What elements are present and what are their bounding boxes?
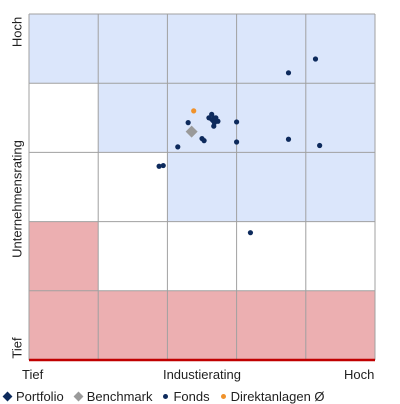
grid-lines: [28, 13, 376, 362]
zone-cell-red: [29, 221, 99, 291]
zone-cell-blue: [167, 14, 237, 84]
direktanlagen-dot-icon: [220, 394, 226, 399]
fonds-point: [285, 70, 292, 76]
fonds-dot-icon: [163, 394, 169, 399]
zone-cell-blue: [98, 14, 168, 84]
legend-label-direktanlagen: Direktanlagen Ø: [230, 389, 325, 404]
legend-item-fonds: Fonds: [163, 389, 210, 404]
zone-cell-blue: [236, 14, 306, 84]
fonds-point: [234, 139, 240, 145]
zone-cell-red: [236, 290, 306, 360]
fonds-point: [160, 162, 166, 169]
legend: Portfolio Benchmark Fonds Direktanlagen …: [2, 389, 336, 404]
zone-cell-red: [29, 290, 99, 360]
fonds-point: [175, 144, 181, 150]
x-tick-high: Hoch: [344, 367, 375, 382]
legend-label-benchmark: Benchmark: [86, 389, 153, 404]
zone-cell-blue: [305, 83, 375, 153]
fonds-point: [312, 56, 319, 62]
benchmark-point: [185, 125, 198, 138]
zone-cell-red: [98, 290, 168, 360]
y-tick-high: Hoch: [9, 16, 25, 48]
fonds-point: [156, 163, 162, 169]
fonds-point: [201, 138, 207, 144]
fonds-point: [317, 142, 323, 149]
portfolio-point: [208, 114, 219, 125]
zone-cell-blue: [236, 152, 306, 222]
legend-label-fonds: Fonds: [173, 389, 210, 404]
y-axis-title: Unternehmensrating: [9, 140, 25, 258]
legend-item-direktanlagen: Direktanlagen Ø: [220, 389, 325, 404]
y-tick-low: Tief: [9, 337, 25, 359]
fonds-point: [234, 119, 240, 125]
fonds-point: [285, 136, 292, 142]
x-axis-title: Industierating: [162, 367, 242, 382]
legend-item-portfolio: Portfolio: [2, 389, 64, 404]
zone-cell-blue: [305, 14, 375, 84]
legend-label-portfolio: Portfolio: [16, 389, 64, 404]
zone-cell-blue: [236, 83, 306, 153]
zone-cell-blue: [98, 83, 168, 153]
benchmark-diamond-icon: [73, 391, 84, 402]
fonds-point: [247, 230, 254, 236]
x-tick-low: Tief: [22, 367, 44, 382]
fonds-point: [209, 111, 215, 117]
zone-cell-blue: [29, 14, 99, 84]
legend-item-benchmark: Benchmark: [73, 389, 153, 404]
zone-cell-blue: [305, 152, 375, 222]
portfolio-diamond-icon: [2, 391, 13, 402]
zone-cell-blue: [167, 152, 237, 222]
fonds-point: [185, 120, 191, 126]
rating-zones: [29, 14, 375, 360]
zone-cell-red: [305, 290, 375, 360]
zone-cell-red: [167, 290, 237, 360]
data-points: [156, 56, 323, 236]
direktanlagen-point: [191, 108, 197, 114]
